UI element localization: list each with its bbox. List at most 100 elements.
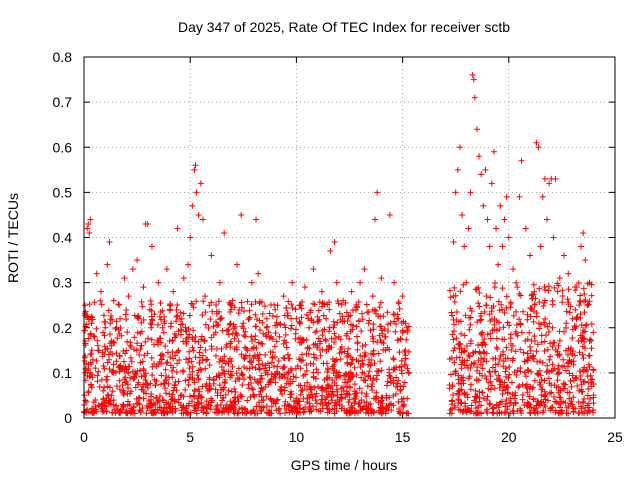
data-point [585, 385, 592, 392]
data-point [351, 364, 358, 371]
data-point [504, 406, 511, 413]
data-point [546, 375, 553, 382]
data-point [509, 342, 516, 349]
data-point [531, 301, 538, 308]
data-point [585, 352, 592, 359]
data-point [469, 72, 476, 79]
data-point [288, 322, 295, 329]
data-point [352, 306, 359, 313]
data-point [460, 281, 467, 288]
data-point [106, 331, 113, 338]
data-point [301, 382, 308, 389]
data-point [462, 312, 469, 319]
data-point [329, 406, 336, 413]
data-point [473, 377, 480, 384]
data-point [212, 352, 219, 359]
data-point [167, 400, 174, 407]
data-point [125, 293, 132, 300]
data-point [338, 405, 345, 412]
data-point [466, 353, 473, 360]
data-point [124, 329, 131, 336]
data-point [223, 406, 230, 413]
data-point [232, 378, 239, 385]
data-point [173, 313, 180, 320]
data-point [278, 386, 285, 393]
data-point [507, 331, 514, 338]
data-point [116, 301, 123, 308]
data-point [544, 216, 551, 223]
data-point [581, 291, 588, 298]
data-point [401, 379, 408, 386]
data-point [366, 361, 373, 368]
data-point [127, 339, 134, 346]
data-point [477, 350, 484, 357]
data-point [403, 336, 410, 343]
data-point [300, 395, 307, 402]
data-point [538, 332, 545, 339]
data-point [564, 296, 571, 303]
data-point [90, 399, 97, 406]
data-point [521, 369, 528, 376]
data-point [468, 360, 475, 367]
data-point [315, 407, 322, 414]
data-point [555, 282, 562, 289]
data-point [87, 216, 94, 223]
data-point [270, 399, 277, 406]
data-point [585, 301, 592, 308]
data-point [488, 316, 495, 323]
data-point [331, 367, 338, 374]
data-point [356, 385, 363, 392]
data-point [557, 387, 564, 394]
data-point [530, 384, 537, 391]
data-point [559, 287, 566, 294]
data-point [85, 335, 92, 342]
data-point [544, 323, 551, 330]
data-point [177, 392, 184, 399]
data-point [282, 331, 289, 338]
data-point [386, 372, 393, 379]
data-point [496, 409, 503, 416]
data-point [109, 409, 116, 416]
data-point [142, 338, 149, 345]
data-point [338, 395, 345, 402]
data-point [217, 402, 224, 409]
data-point [259, 319, 266, 326]
data-point [345, 378, 352, 385]
data-point [587, 336, 594, 343]
data-point [373, 310, 380, 317]
data-point [219, 408, 226, 415]
data-point [534, 358, 541, 365]
data-point [272, 322, 279, 329]
data-point [498, 301, 505, 308]
data-point [363, 399, 370, 406]
y-tick-label: 0.8 [53, 49, 73, 65]
data-point [272, 329, 279, 336]
data-point [216, 382, 223, 389]
data-point [106, 239, 113, 246]
data-point [371, 306, 378, 313]
data-point [252, 298, 259, 305]
data-point [255, 399, 262, 406]
data-point [275, 407, 282, 414]
data-point [243, 410, 250, 417]
data-point [94, 337, 101, 344]
data-point [127, 343, 134, 350]
data-point [521, 402, 528, 409]
data-point [138, 319, 145, 326]
data-point [479, 365, 486, 372]
data-point [519, 396, 526, 403]
data-point [354, 346, 361, 353]
data-point [348, 288, 355, 295]
data-point [588, 337, 595, 344]
data-point [585, 361, 592, 368]
data-point [148, 316, 155, 323]
data-point [339, 313, 346, 320]
data-point [502, 408, 509, 415]
data-point [322, 336, 329, 343]
data-point [229, 297, 236, 304]
data-point [265, 329, 272, 336]
data-point [185, 376, 192, 383]
data-point [96, 383, 103, 390]
data-point [167, 353, 174, 360]
data-point [306, 391, 313, 398]
